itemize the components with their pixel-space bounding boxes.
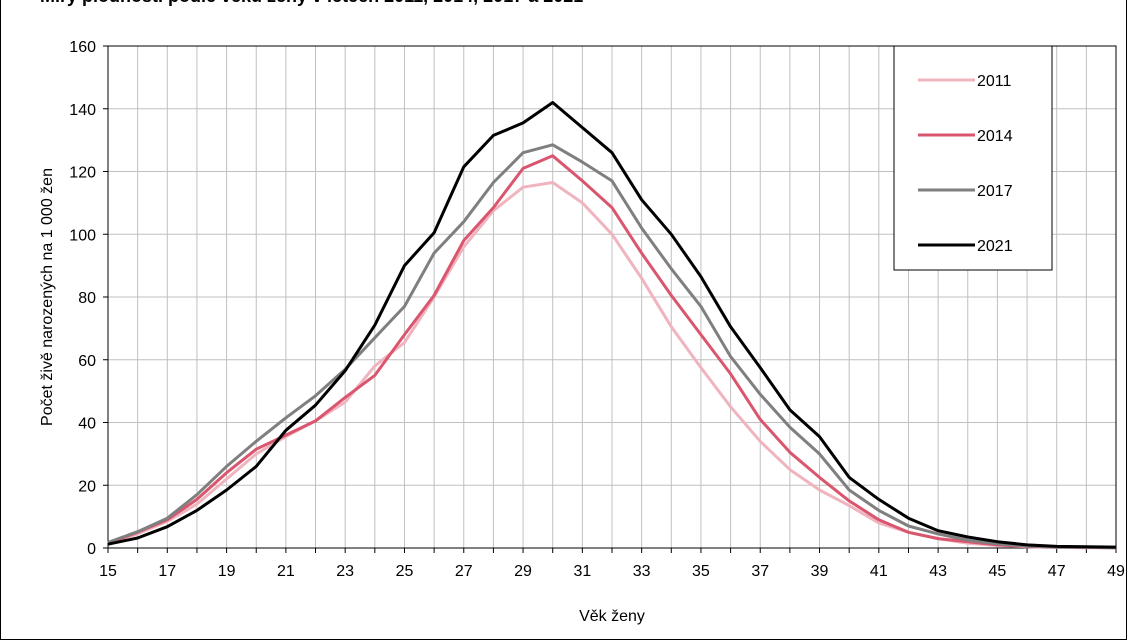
x-tick-label: 31 [573, 563, 591, 580]
x-tick-label: 47 [1048, 563, 1066, 580]
legend-label-2021: 2021 [977, 238, 1013, 255]
x-tick-label: 29 [514, 563, 532, 580]
series-line-2017 [107, 143, 1117, 550]
x-tick-labels: 15 17 19 21 23 25 27 29 31 33 35 37 39 41 43 45 47 49 [99, 563, 1125, 580]
y-tick-labels: 0 20 40 60 80 100 120 140 160 [69, 39, 96, 558]
legend: 2011 2014 2017 2021 [893, 45, 1053, 271]
x-tick-label: 23 [336, 563, 354, 580]
y-tick-label: 40 [78, 416, 96, 433]
chart-title: Míry plodnosti podle věku ženy v letech … [0, 0, 1128, 8]
y-tick-label: 80 [78, 290, 96, 307]
y-tick-label: 100 [69, 227, 96, 244]
y-tick-label: 20 [78, 478, 96, 495]
legend-label-2017: 2017 [977, 183, 1013, 200]
x-tick-label: 35 [692, 563, 710, 580]
y-tick-label: 120 [69, 165, 96, 182]
y-tick-label: 60 [78, 353, 96, 370]
legend-label-2014: 2014 [977, 128, 1013, 145]
y-axis-title: Počet živě narozených na 1 000 žen [39, 168, 56, 426]
y-tick-label: 160 [69, 39, 96, 56]
x-tick-label: 25 [396, 563, 414, 580]
x-tick-label: 15 [99, 563, 117, 580]
x-tick-label: 27 [455, 563, 473, 580]
x-tick-label: 37 [751, 563, 769, 580]
y-tick-label: 140 [69, 102, 96, 119]
y-tick-label: 0 [87, 541, 96, 558]
x-tick-label: 21 [277, 563, 295, 580]
x-tick-label: 33 [633, 563, 651, 580]
series-line-2014 [107, 154, 1117, 550]
x-tick-label: 41 [870, 563, 888, 580]
legend-label-2011: 2011 [977, 73, 1012, 90]
x-axis-title: Věk ženy [579, 608, 645, 625]
legend-box [893, 45, 1053, 271]
series-line-2021 [107, 101, 1117, 549]
x-tick-label: 45 [989, 563, 1007, 580]
x-tick-label: 49 [1107, 563, 1125, 580]
x-tick-label: 43 [929, 563, 947, 580]
x-tick-label: 39 [811, 563, 829, 580]
x-tick-label: 19 [218, 563, 236, 580]
x-tick-label: 17 [158, 563, 176, 580]
series-lines [107, 101, 1117, 550]
axes [103, 45, 1117, 553]
